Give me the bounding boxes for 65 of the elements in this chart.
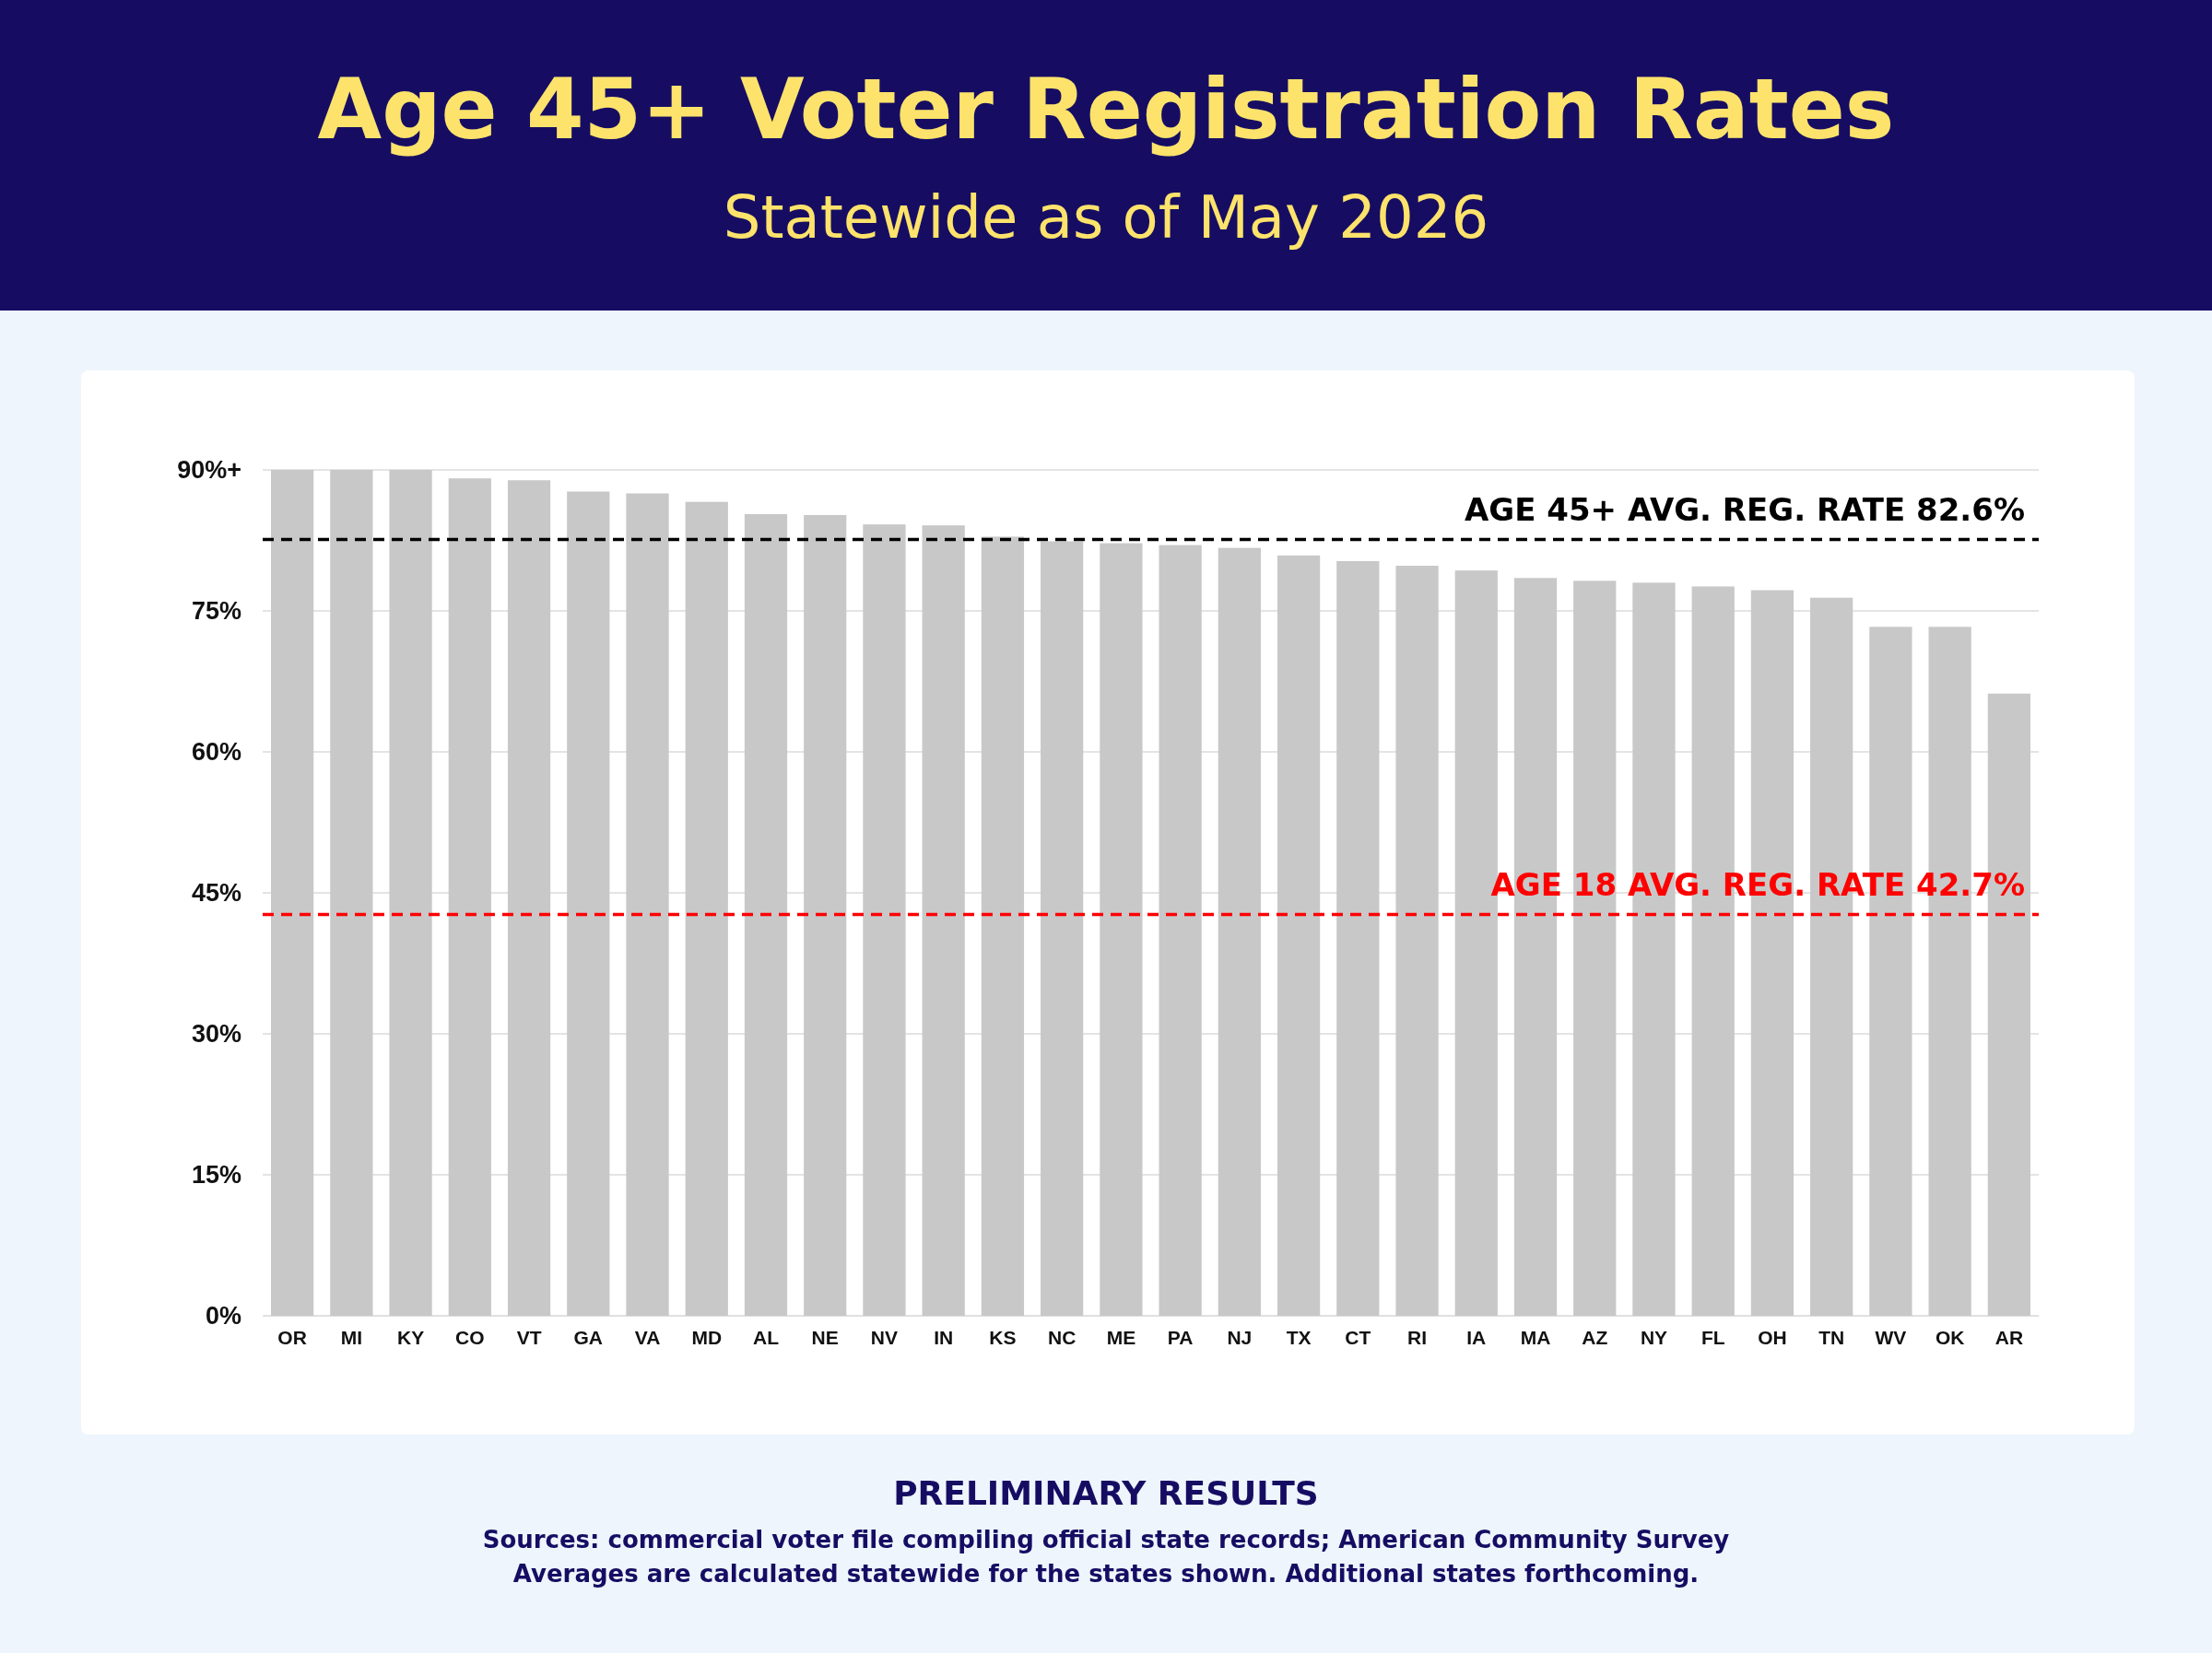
- bar: [1336, 560, 1380, 1316]
- bar: [922, 525, 965, 1316]
- y-tick-label: 90%+: [177, 456, 241, 485]
- x-tick-label: NY: [1640, 1326, 1668, 1348]
- x-tick-label: NC: [1047, 1326, 1077, 1348]
- x-tick-label: OK: [1935, 1326, 1965, 1348]
- x-tick-label: RI: [1407, 1326, 1428, 1348]
- x-tick-label: NE: [811, 1326, 839, 1348]
- x-tick-label: TN: [1818, 1326, 1845, 1348]
- x-tick-label: NJ: [1227, 1326, 1253, 1348]
- y-tick-label: 45%: [191, 879, 241, 908]
- x-tick-label: NV: [870, 1326, 899, 1348]
- bar: [1573, 580, 1617, 1316]
- y-tick-label: 60%: [191, 738, 241, 767]
- x-tick-label: VT: [516, 1326, 542, 1348]
- x-tick-label: IN: [934, 1326, 954, 1348]
- bar: [626, 493, 669, 1316]
- x-tick-label: CO: [455, 1326, 485, 1348]
- bar: [270, 470, 314, 1316]
- x-tick-label: ME: [1106, 1326, 1136, 1348]
- y-tick-label: 30%: [191, 1020, 241, 1049]
- bar: [1395, 566, 1439, 1316]
- chart-subtitle: Statewide as of May 2026: [723, 183, 1489, 252]
- x-tick-label: GA: [573, 1326, 604, 1348]
- x-tick-label: OH: [1758, 1326, 1787, 1348]
- bar: [804, 514, 847, 1316]
- x-tick-label: KY: [396, 1326, 425, 1348]
- x-tick-label: WV: [1875, 1326, 1907, 1348]
- x-tick-label: FL: [1700, 1326, 1725, 1348]
- bar: [567, 491, 610, 1316]
- bar: [330, 470, 373, 1316]
- x-tick-label: CT: [1345, 1326, 1371, 1348]
- bar: [507, 480, 551, 1316]
- y-tick-label: 75%: [191, 597, 241, 626]
- x-tick-label: MD: [691, 1326, 723, 1348]
- x-tick-label: AL: [752, 1326, 780, 1348]
- chart-title: Age 45+ Voter Registration Rates: [317, 61, 1895, 158]
- bar: [744, 513, 788, 1316]
- y-tick-label: 15%: [191, 1161, 241, 1190]
- bar: [1277, 555, 1321, 1316]
- bar: [389, 470, 432, 1316]
- x-tick-label: PA: [1167, 1326, 1194, 1348]
- bar: [1218, 547, 1261, 1316]
- bar: [448, 478, 491, 1316]
- bar: [863, 524, 906, 1316]
- x-tick-label: AR: [1994, 1326, 2024, 1348]
- x-tick-label: MI: [340, 1326, 363, 1348]
- y-tick-label: 0%: [205, 1302, 241, 1331]
- bar: [685, 501, 728, 1316]
- text: Averages are calculated statewide for the states shown. Additional states forthcoming.: [512, 1560, 1700, 1588]
- bar: [1100, 543, 1143, 1316]
- x-tick-label: AZ: [1582, 1326, 1608, 1348]
- x-tick-label: VA: [634, 1326, 661, 1348]
- source-note: Sources: commercial voter file compiling official state records; American Community Survey: [482, 1526, 1730, 1553]
- x-tick-label: MA: [1520, 1326, 1551, 1348]
- x-tick-label: IA: [1466, 1326, 1487, 1348]
- x-tick-label: OR: [277, 1326, 307, 1348]
- ref-line-label: AGE 45+ AVG. REG. RATE 82.6%: [1464, 491, 2025, 529]
- bar: [1159, 545, 1202, 1316]
- bar: [981, 536, 1025, 1316]
- x-tick-label: KS: [989, 1326, 1017, 1348]
- bar: [1041, 541, 1084, 1316]
- text: PRELIMINARY RESULTS: [893, 1474, 1319, 1512]
- x-tick-label: TX: [1286, 1326, 1312, 1348]
- ref-line-label: AGE 18 AVG. REG. RATE 42.7%: [1490, 866, 2025, 904]
